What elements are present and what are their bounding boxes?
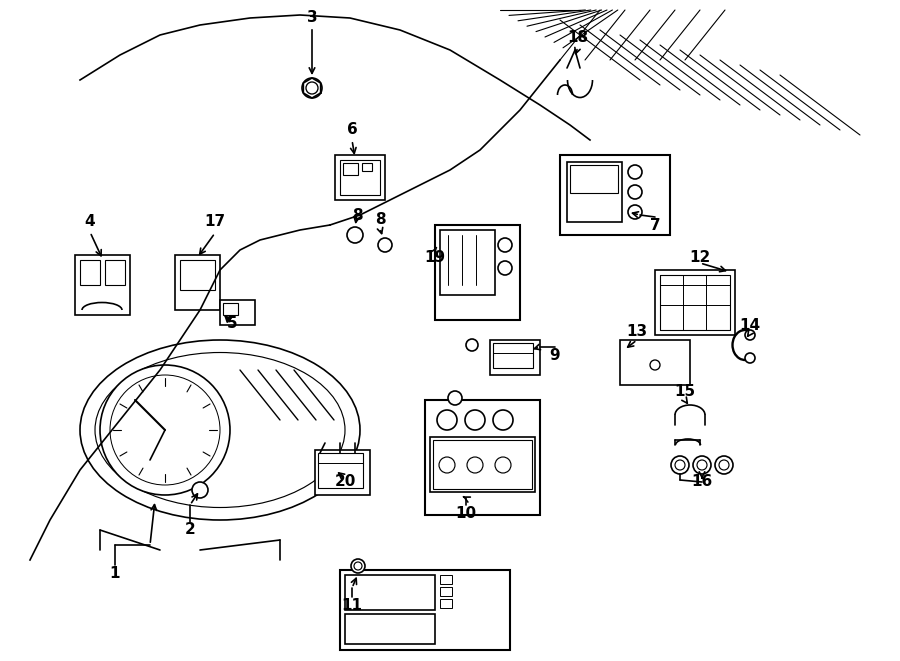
Circle shape	[719, 460, 729, 470]
Circle shape	[697, 460, 707, 470]
Bar	[220, 300, 255, 325]
Bar	[433, 440, 532, 489]
Circle shape	[495, 457, 511, 473]
Bar	[105, 260, 125, 285]
Circle shape	[498, 261, 512, 275]
Bar	[567, 162, 622, 222]
Bar	[335, 155, 385, 200]
Text: 13: 13	[626, 325, 648, 340]
Ellipse shape	[80, 340, 360, 520]
Text: 9: 9	[550, 348, 561, 362]
Circle shape	[100, 365, 230, 495]
Text: 3: 3	[307, 11, 318, 26]
Bar	[440, 575, 452, 584]
Bar	[440, 230, 495, 295]
Text: 2: 2	[184, 522, 195, 537]
Circle shape	[467, 457, 483, 473]
Circle shape	[347, 227, 363, 243]
Circle shape	[628, 185, 642, 199]
Text: 15: 15	[674, 385, 696, 399]
Text: 5: 5	[227, 315, 238, 330]
Bar	[440, 587, 452, 596]
Bar	[80, 260, 100, 285]
Circle shape	[306, 82, 318, 94]
Bar	[180, 260, 215, 290]
Text: 6: 6	[346, 122, 357, 137]
Text: 16: 16	[691, 475, 713, 490]
Circle shape	[351, 559, 365, 573]
Circle shape	[448, 391, 462, 405]
Bar	[430, 437, 535, 492]
Text: 19: 19	[425, 251, 446, 266]
Bar	[362, 163, 372, 171]
Bar	[490, 340, 540, 375]
Circle shape	[354, 562, 362, 570]
Text: 8: 8	[374, 212, 385, 227]
Text: 20: 20	[334, 475, 356, 490]
Text: 4: 4	[85, 215, 95, 229]
Circle shape	[437, 410, 457, 430]
Circle shape	[745, 330, 755, 340]
Bar	[75, 255, 130, 315]
Text: 11: 11	[341, 598, 363, 613]
Bar	[340, 160, 380, 195]
Bar	[560, 155, 670, 235]
Circle shape	[498, 238, 512, 252]
Circle shape	[715, 456, 733, 474]
Text: 7: 7	[650, 217, 661, 233]
Text: 17: 17	[204, 215, 226, 229]
Circle shape	[378, 238, 392, 252]
Circle shape	[628, 205, 642, 219]
Circle shape	[693, 456, 711, 474]
Text: 8: 8	[352, 208, 363, 223]
Bar	[345, 575, 435, 610]
Circle shape	[493, 410, 513, 430]
Circle shape	[671, 456, 689, 474]
Bar	[318, 453, 363, 488]
Text: 1: 1	[110, 566, 121, 580]
Text: 14: 14	[740, 317, 760, 332]
Bar	[315, 450, 370, 495]
Circle shape	[675, 460, 685, 470]
Circle shape	[628, 165, 642, 179]
Bar	[223, 303, 238, 315]
Bar	[425, 400, 540, 515]
Bar	[620, 340, 690, 385]
Bar	[570, 165, 618, 193]
Bar	[655, 270, 735, 335]
Circle shape	[110, 375, 220, 485]
Circle shape	[192, 482, 208, 498]
Bar	[435, 225, 520, 320]
Bar	[493, 343, 533, 368]
Circle shape	[302, 78, 322, 98]
Bar	[345, 614, 435, 644]
Text: 18: 18	[567, 30, 589, 46]
Bar	[340, 570, 510, 650]
Circle shape	[439, 457, 455, 473]
Bar	[440, 599, 452, 608]
Circle shape	[650, 360, 660, 370]
Circle shape	[466, 339, 478, 351]
Bar	[343, 163, 358, 175]
Text: 10: 10	[455, 506, 477, 520]
Text: 12: 12	[689, 251, 711, 266]
Ellipse shape	[95, 352, 345, 508]
Bar	[660, 275, 730, 330]
Circle shape	[465, 410, 485, 430]
Circle shape	[745, 353, 755, 363]
Bar	[175, 255, 220, 310]
